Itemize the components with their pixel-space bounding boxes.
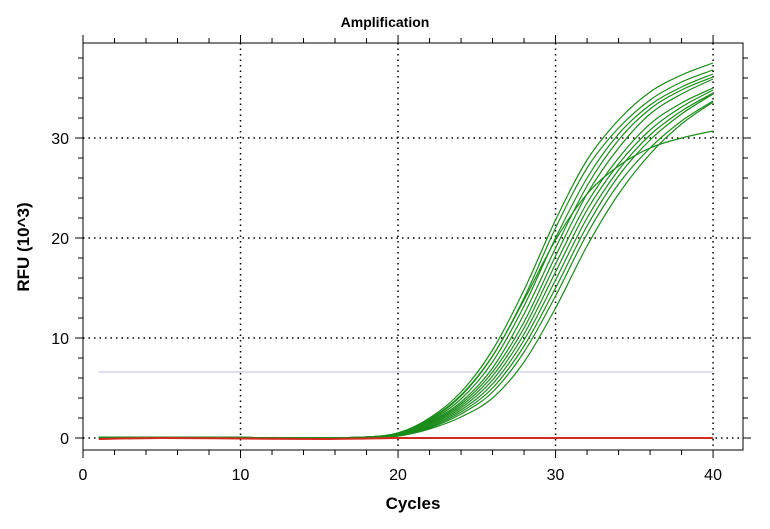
series-lines xyxy=(98,62,714,441)
x-tick-label: 0 xyxy=(79,467,88,484)
chart-title: Amplification xyxy=(341,14,430,30)
y-tick-label: 10 xyxy=(51,331,69,348)
series-line-A xyxy=(98,62,714,439)
x-tick-label: 20 xyxy=(389,467,407,484)
series-line-C xyxy=(98,73,714,439)
y-tick-label: 30 xyxy=(51,131,69,148)
y-tick-label: 20 xyxy=(51,231,69,248)
series-line-B xyxy=(98,69,714,439)
x-axis-title: Cycles xyxy=(386,494,441,513)
series-line-G xyxy=(98,89,714,439)
x-tick-label: 10 xyxy=(232,467,250,484)
plot-frame xyxy=(82,42,744,451)
series-line-NTC xyxy=(98,436,714,441)
series-line-L xyxy=(98,130,714,439)
x-tick-label: 40 xyxy=(704,467,722,484)
x-tick-label: 30 xyxy=(547,467,565,484)
series-line-F xyxy=(98,87,714,439)
y-axis-title: RFU (10^3) xyxy=(14,202,33,291)
axes: 0 10 20 30 40 0 10 20 30 xyxy=(51,35,751,484)
y-tick-label: 0 xyxy=(60,431,69,448)
series-line-E xyxy=(98,78,714,439)
series-line-K xyxy=(98,101,714,439)
series-line-J xyxy=(98,100,714,439)
